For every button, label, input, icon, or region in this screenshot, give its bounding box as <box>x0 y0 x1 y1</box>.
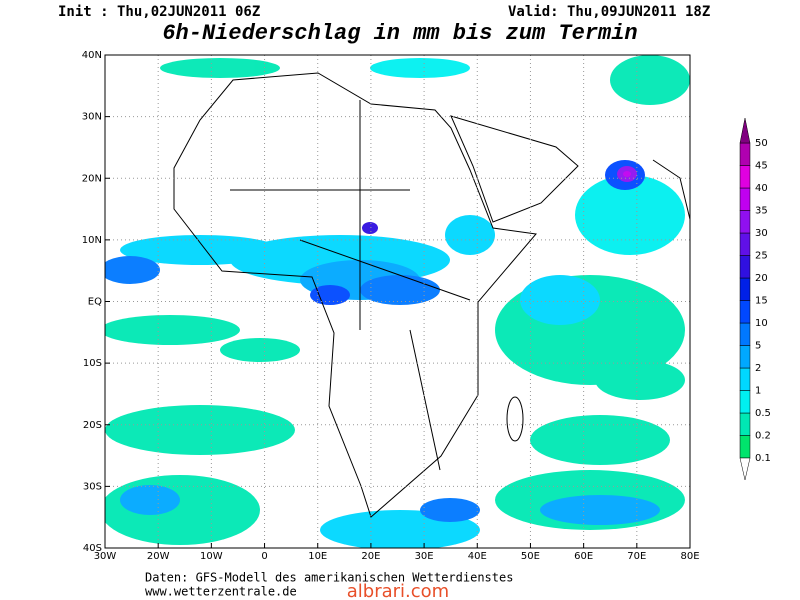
colorbar-label: 35 <box>755 206 768 217</box>
lon-label: 10W <box>200 551 223 562</box>
lat-label: 10S <box>83 358 102 369</box>
lat-label: 10N <box>82 235 102 246</box>
lon-label: 70E <box>627 551 646 562</box>
colorbar-label: 50 <box>755 138 768 149</box>
colorbar-segment <box>739 300 751 324</box>
colorbar-label: 20 <box>755 273 768 284</box>
lat-label: 40N <box>82 50 102 61</box>
colorbar-segment <box>739 367 751 391</box>
colorbar-label: 10 <box>755 318 768 329</box>
colorbar-label: 0.1 <box>755 453 771 464</box>
lat-label: EQ <box>88 297 102 308</box>
lat-label: 30N <box>82 112 102 123</box>
data-source: Daten: GFS-Modell des amerikanischen Wet… <box>145 571 513 585</box>
map-title: 6h-Niederschlag in mm bis zum Termin <box>162 21 637 46</box>
lat-label: 20S <box>83 420 102 431</box>
graticule <box>105 55 690 548</box>
lat-label: 40S <box>83 543 102 554</box>
colorbar-label: 25 <box>755 251 768 262</box>
colorbar-label: 0.5 <box>755 408 771 419</box>
colorbar-segment <box>739 322 751 346</box>
lon-label: 50E <box>521 551 540 562</box>
colorbar-segment <box>739 210 751 234</box>
lat-label: 30S <box>83 481 102 492</box>
lat-label: 20N <box>82 173 102 184</box>
lon-label: 20W <box>147 551 170 562</box>
lon-label: 30W <box>94 551 117 562</box>
colorbar-label: 2 <box>755 363 761 374</box>
colorbar-segment <box>739 277 751 301</box>
colorbar-label: 40 <box>755 183 768 194</box>
colorbar-cap <box>739 117 751 144</box>
colorbar-label: 15 <box>755 296 768 307</box>
colorbar-label: 45 <box>755 161 768 172</box>
colorbar-label: 5 <box>755 341 761 352</box>
colorbar-label: 30 <box>755 228 768 239</box>
lon-label: 20E <box>361 551 380 562</box>
lon-label: 80E <box>680 551 699 562</box>
colorbar-segment <box>739 187 751 211</box>
colorbar-segment <box>739 390 751 414</box>
precipitation <box>105 55 690 548</box>
lon-label: 30E <box>415 551 434 562</box>
valid-time: Valid: Thu,09JUN2011 18Z <box>508 4 710 20</box>
colorbar-segment <box>739 435 751 459</box>
colorbar-segment <box>739 255 751 279</box>
lon-label: 60E <box>574 551 593 562</box>
colorbar-segment <box>739 345 751 369</box>
map-area <box>105 55 690 548</box>
init-time: Init : Thu,02JUN2011 06Z <box>58 4 260 20</box>
lon-label: 40E <box>468 551 487 562</box>
colorbar-segment <box>739 412 751 436</box>
colorbar-label: 1 <box>755 386 761 397</box>
colorbar-segment <box>739 165 751 189</box>
lon-label: 10E <box>308 551 327 562</box>
colorbar-bottom <box>739 457 751 481</box>
lon-label: 0 <box>261 551 267 562</box>
colorbar-segment <box>739 232 751 256</box>
website: www.wetterzentrale.de <box>145 585 297 599</box>
colorbar-segment <box>739 142 751 166</box>
watermark: albrari.com <box>347 581 449 600</box>
colorbar-label: 0.2 <box>755 431 771 442</box>
